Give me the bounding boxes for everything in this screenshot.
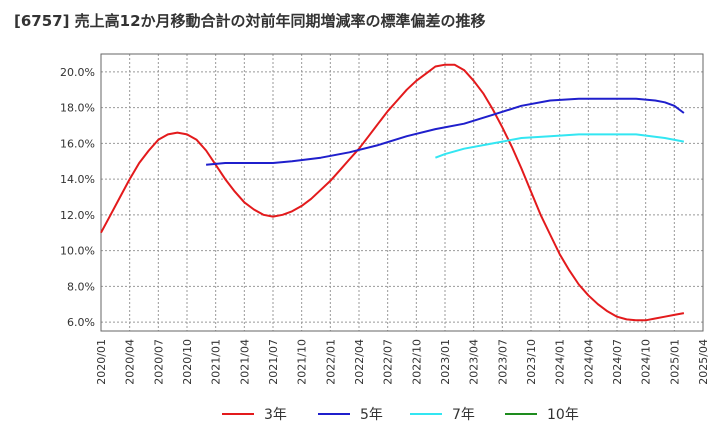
x-tick-label: 2023/07 [496, 339, 509, 385]
x-tick-label: 2022/01 [324, 339, 337, 385]
x-axis-ticks: 2020/01 2020/04 2020/07 2020/10 2021/01 2021/… [95, 339, 710, 385]
y-axis-ticks: 6.0% 8.0% 10.0% 12.0% 14.0% 16.0% 18.0% 20.0% [60, 66, 95, 329]
x-tick-label: 2021/01 [210, 339, 223, 385]
x-tick-label: 2023/10 [525, 339, 538, 385]
legend: 3年 5年 7年 10年 [222, 407, 579, 423]
x-tick-label: 2020/01 [95, 339, 108, 385]
series-line-1 [206, 97, 685, 166]
x-tick-label: 2025/04 [697, 339, 710, 385]
x-tick-label: 2024/04 [582, 339, 595, 385]
y-tick-label: 16.0% [60, 137, 95, 150]
x-tick-label: 2021/07 [267, 339, 280, 385]
x-tick-label: 2020/04 [124, 339, 137, 385]
x-tick-label: 2023/04 [468, 339, 481, 385]
legend-label-2: 7年 [452, 407, 475, 423]
series-line-2 [435, 133, 685, 159]
legend-label-0: 3年 [264, 407, 287, 423]
x-tick-label: 2021/04 [238, 339, 251, 385]
y-tick-label: 10.0% [60, 245, 95, 258]
x-tick-label: 2025/01 [668, 339, 681, 385]
series-line-0 [100, 63, 685, 322]
y-tick-label: 8.0% [67, 280, 95, 293]
chart-title: [6757] 売上高12か月移動合計の対前年同期増減率の標準偏差の推移 [14, 12, 486, 30]
y-tick-label: 6.0% [67, 316, 95, 329]
x-tick-label: 2024/10 [640, 339, 653, 385]
legend-label-1: 5年 [360, 407, 383, 423]
grid-lines [100, 54, 704, 331]
y-tick-label: 18.0% [60, 102, 95, 115]
series-lines [100, 63, 685, 322]
y-tick-label: 14.0% [60, 173, 95, 186]
x-tick-label: 2022/04 [353, 339, 366, 385]
x-tick-label: 2020/07 [152, 339, 165, 385]
x-tick-label: 2021/10 [296, 339, 309, 385]
x-tick-label: 2024/07 [611, 339, 624, 385]
x-tick-label: 2024/01 [554, 339, 567, 385]
y-tick-label: 12.0% [60, 209, 95, 222]
x-tick-label: 2023/01 [439, 339, 452, 385]
x-tick-label: 2020/10 [181, 339, 194, 385]
x-tick-label: 2022/10 [410, 339, 423, 385]
legend-label-3: 10年 [547, 407, 579, 423]
x-tick-label: 2022/07 [382, 339, 395, 385]
y-tick-label: 20.0% [60, 66, 95, 79]
plot-frame [100, 53, 704, 332]
